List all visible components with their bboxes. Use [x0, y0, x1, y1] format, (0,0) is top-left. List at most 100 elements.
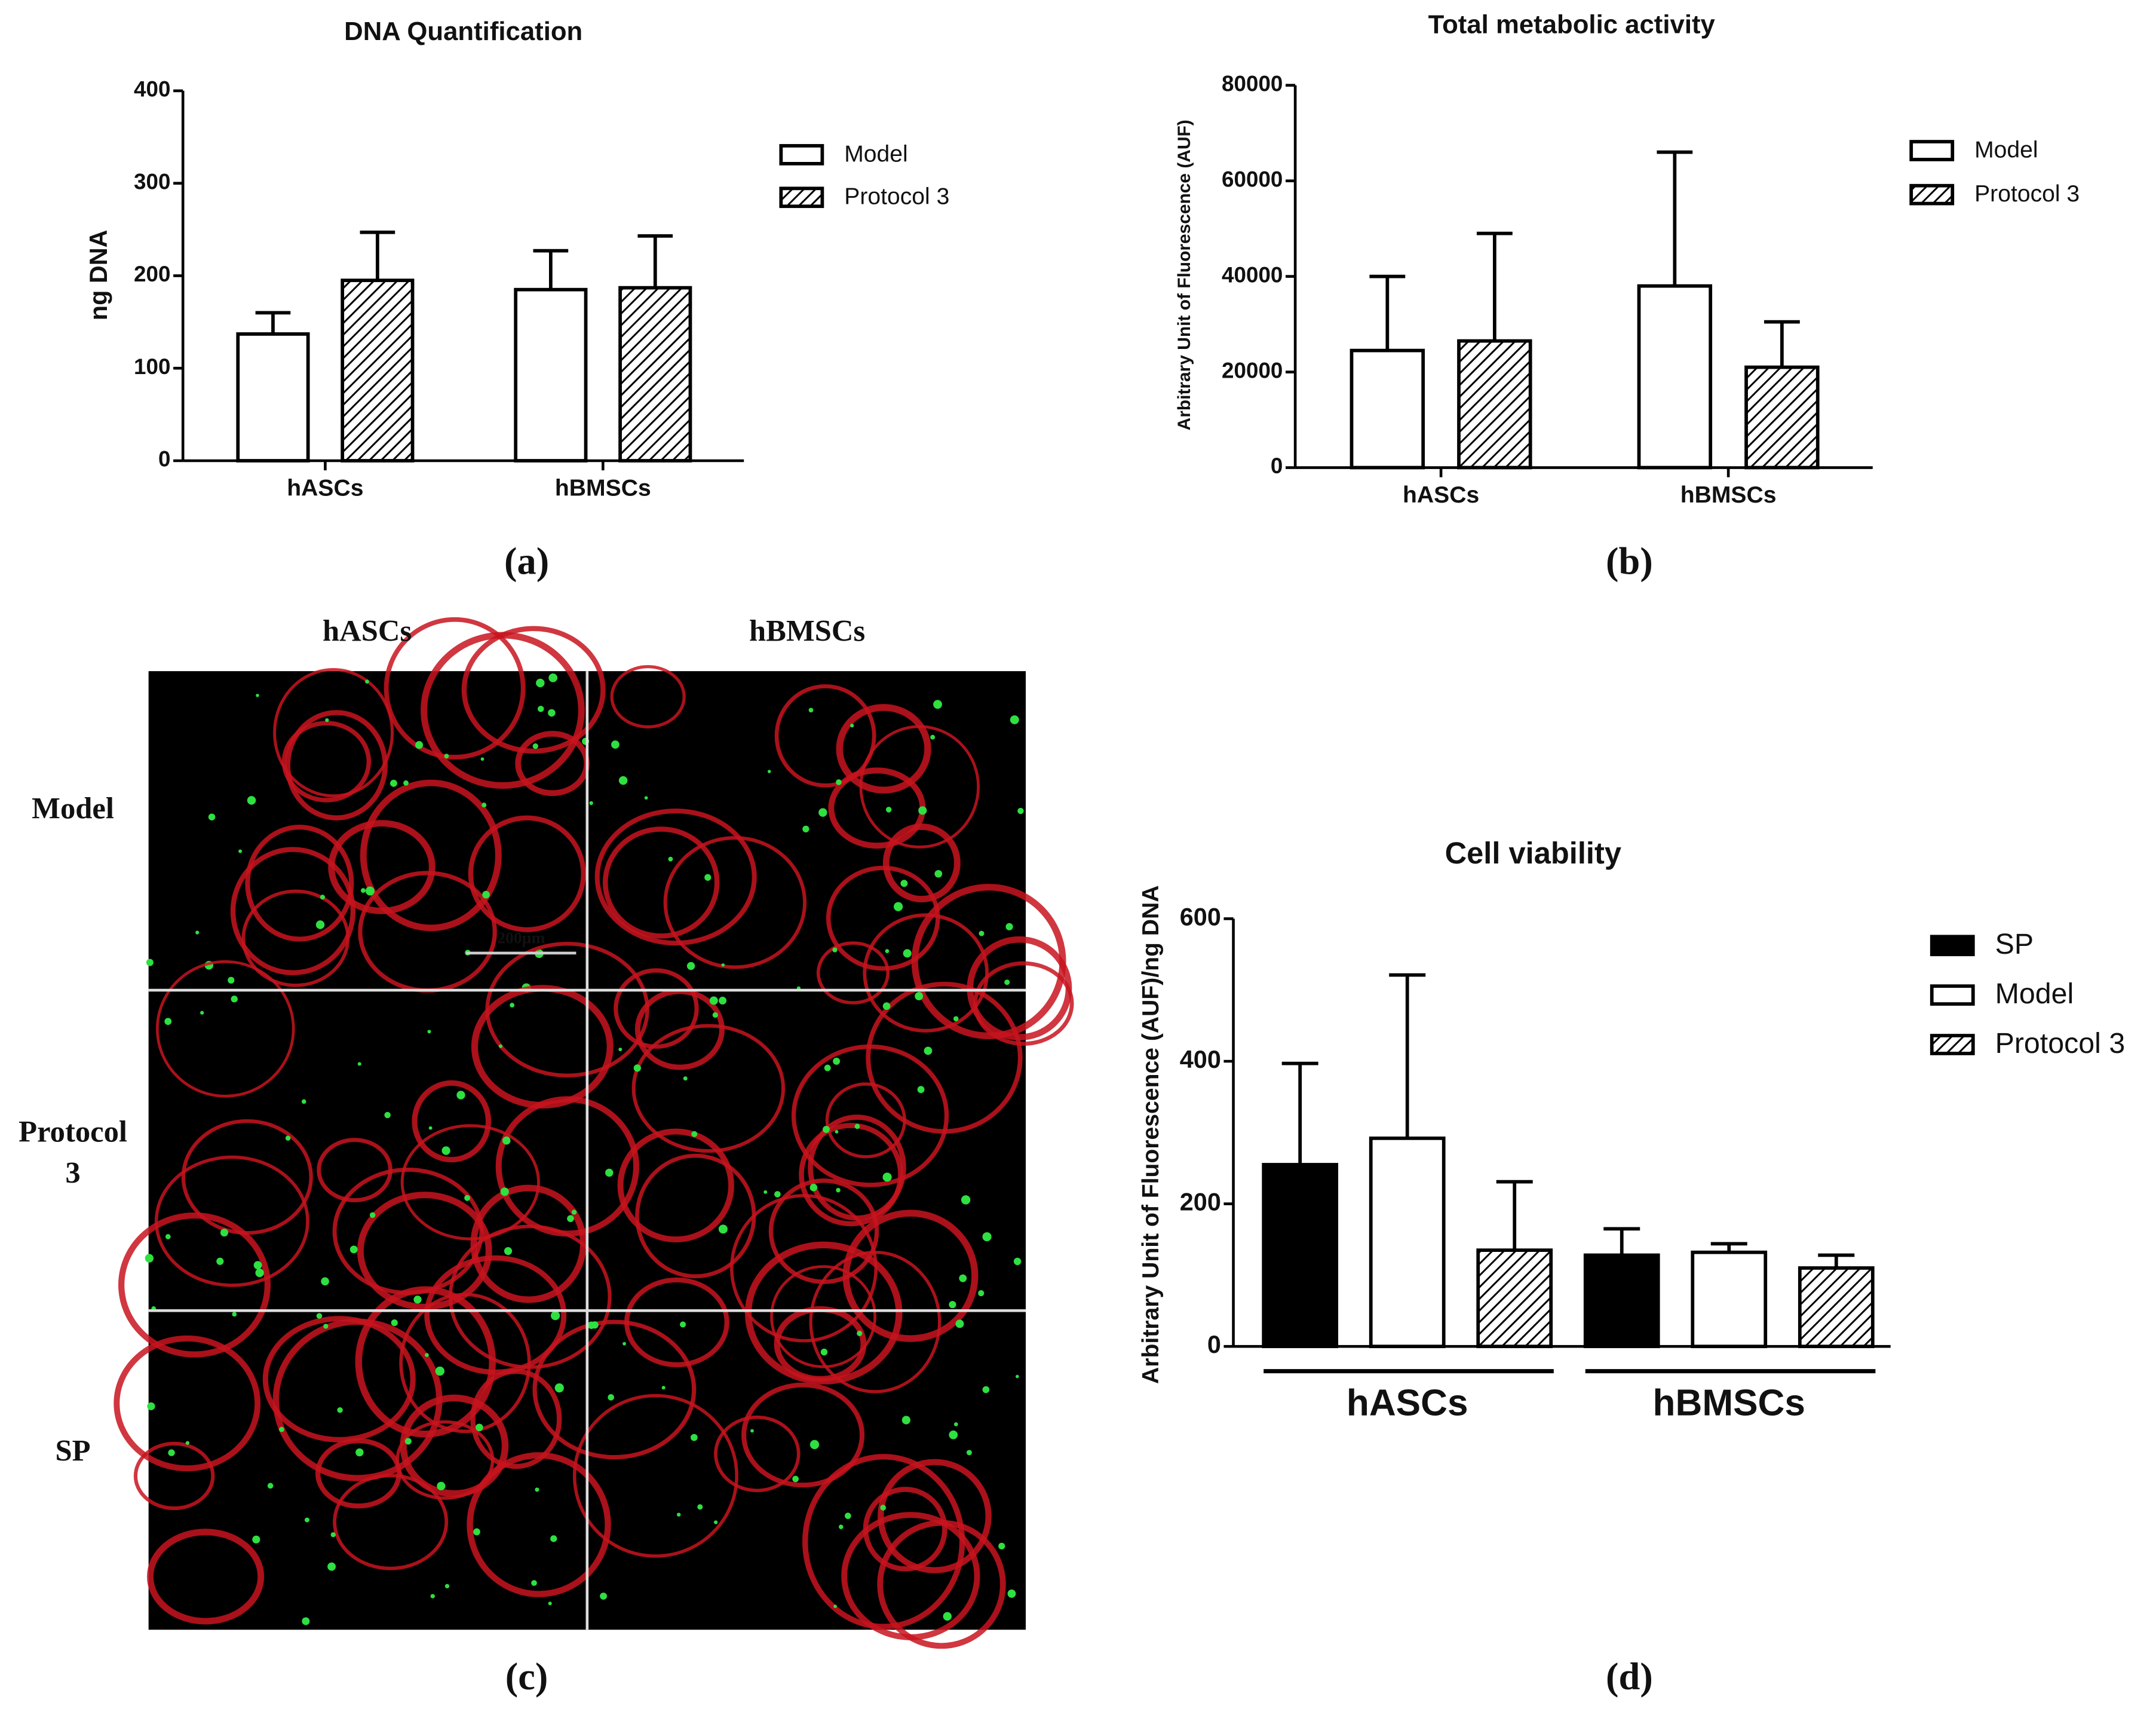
- fluorescent-dot: [482, 890, 490, 899]
- fluorescent-dot: [365, 679, 369, 684]
- fluorescent-dot: [835, 1130, 839, 1134]
- fluorescent-dot: [571, 1209, 577, 1215]
- fluorescent-dot: [953, 1422, 958, 1426]
- legend-swatch: [1930, 935, 1975, 957]
- x-tick-label: hBMSCs: [555, 476, 651, 501]
- legend-swatch: [779, 186, 824, 209]
- error-bar: [1369, 274, 1406, 351]
- fluorescent-dot: [903, 949, 912, 958]
- fluorescent-dot: [267, 1483, 274, 1489]
- cell-outline: [461, 626, 606, 754]
- fluorescent-dot: [763, 1190, 768, 1194]
- fluorescent-dot: [428, 1126, 433, 1130]
- cell-outline: [631, 1024, 786, 1153]
- fluorescent-dot: [854, 1123, 860, 1129]
- fluorescent-dot: [918, 806, 927, 815]
- fluorescent-dot: [833, 1058, 841, 1065]
- bar: [1476, 1248, 1553, 1349]
- fluorescent-dot: [933, 700, 942, 709]
- y-axis-label: ng DNA: [85, 229, 112, 320]
- legend-swatch: [1930, 1034, 1975, 1055]
- fluorescent-dot: [360, 888, 366, 893]
- cell-outline: [424, 1255, 567, 1375]
- fluorescent-dot: [618, 1048, 622, 1052]
- fluorescent-dot: [824, 1064, 831, 1071]
- fluorescent-dot: [548, 1601, 552, 1606]
- cell-outline: [624, 1277, 729, 1367]
- fluorescent-dot: [435, 1366, 445, 1376]
- fluorescent-dot: [413, 1296, 422, 1304]
- chart-title: Cell viability: [1445, 836, 1621, 870]
- fluorescent-dot: [168, 1449, 175, 1456]
- fluorescent-dot: [680, 1321, 686, 1328]
- fluorescent-dot: [836, 779, 842, 785]
- fluorescent-dot: [146, 958, 154, 966]
- fluorescent-dot: [622, 1342, 626, 1346]
- cell-outline: [468, 815, 586, 932]
- fluorescent-dot: [661, 1386, 665, 1390]
- fluorescent-dot: [285, 1135, 291, 1141]
- fluorescent-dot: [704, 874, 711, 881]
- bar: [1457, 339, 1532, 470]
- cell-outline: [328, 820, 436, 914]
- y-tick-label: 40000: [1222, 262, 1283, 287]
- bar: [1583, 1253, 1660, 1349]
- y-axis-label: Arbitrary Unit of Fluorescence (AUF)/ng …: [1138, 886, 1164, 1384]
- fluorescent-dot: [301, 1099, 306, 1104]
- error-bar: [1764, 320, 1800, 368]
- cell-outline: [241, 889, 350, 987]
- fluorescent-dot: [949, 1301, 956, 1309]
- cell-outline: [816, 941, 890, 1004]
- legend-label: Model: [1995, 978, 2074, 1010]
- fluorescent-dot: [721, 963, 725, 967]
- cell-outline: [156, 960, 295, 1098]
- fluorescent-dot: [531, 1580, 537, 1586]
- fluorescent-dot: [1016, 1374, 1019, 1379]
- fluorescent-dot: [901, 1416, 910, 1425]
- fluorescent-dot: [955, 1319, 964, 1328]
- row-label: Model: [32, 792, 114, 825]
- fluorescent-dot: [548, 673, 557, 682]
- cell-outline: [262, 1316, 416, 1443]
- fluorescent-dot: [304, 1517, 309, 1523]
- fluorescent-dot: [885, 949, 890, 953]
- fluorescent-dot: [316, 1313, 323, 1319]
- fluorescent-dot: [836, 1187, 841, 1193]
- row-label: Protocol: [19, 1114, 127, 1148]
- panel-label: (a): [504, 540, 549, 583]
- fluorescent-dot: [894, 902, 903, 911]
- fluorescent-dot: [949, 1430, 958, 1440]
- column-label: hBMSCs: [749, 614, 865, 648]
- fluorescent-dot: [231, 996, 238, 1003]
- fluorescent-dot: [600, 1592, 608, 1600]
- fluorescent-dot: [441, 1146, 450, 1155]
- panel-label: (c): [505, 1655, 548, 1698]
- fluorescent-dot: [978, 1290, 985, 1297]
- y-tick-label: 0: [1207, 1331, 1221, 1358]
- fluorescent-dot: [232, 1312, 237, 1317]
- fluorescent-dot: [924, 1046, 933, 1055]
- cell-outline: [877, 1520, 1006, 1649]
- cell-outline: [273, 667, 394, 798]
- fluorescent-dot: [979, 930, 985, 936]
- fluorescent-dot: [145, 1254, 154, 1263]
- fluorescent-dot: [208, 813, 216, 820]
- fluorescent-dot: [982, 1232, 992, 1242]
- row-label: 3: [65, 1156, 80, 1189]
- y-tick-label: 400: [1180, 1046, 1221, 1073]
- fluorescent-dot: [327, 1562, 336, 1571]
- fluorescent-dot: [953, 1016, 959, 1022]
- fluorescent-dot: [712, 1012, 718, 1018]
- fluorescent-dot: [1017, 807, 1024, 814]
- legend-swatch: [1909, 140, 1955, 161]
- fluorescent-dot: [256, 693, 259, 697]
- fluorescent-dot: [845, 1512, 851, 1520]
- fluorescent-dot: [502, 1136, 511, 1145]
- fluorescent-dot: [425, 1353, 429, 1358]
- fluorescent-dot: [444, 754, 449, 759]
- error-bar: [1389, 973, 1426, 1138]
- fluorescent-dot: [930, 734, 936, 740]
- fluorescent-dot: [943, 1612, 952, 1621]
- fluorescent-dot: [147, 1402, 155, 1410]
